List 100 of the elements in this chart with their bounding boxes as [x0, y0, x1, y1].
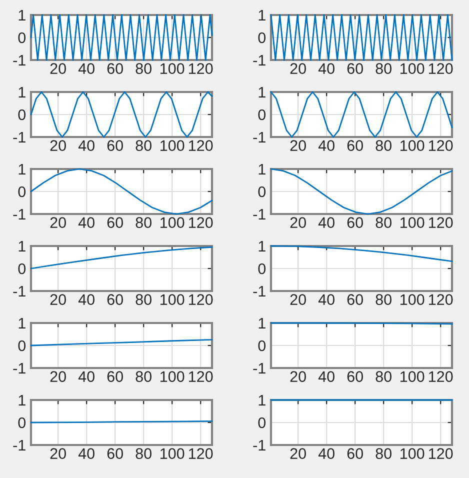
- x-tick-label: 120: [429, 63, 453, 74]
- x-tick-label: 60: [347, 448, 363, 459]
- y-tick-label: 0: [258, 109, 266, 120]
- x-tick-label: 120: [429, 371, 453, 382]
- y-tick-label: 1: [18, 318, 26, 329]
- line-series: [270, 168, 453, 215]
- y-tick-label: 1: [258, 395, 266, 406]
- x-tick-label: 120: [429, 448, 453, 459]
- x-tick-label: 40: [78, 371, 94, 382]
- x-tick-label: 40: [78, 294, 94, 305]
- x-tick-label: 80: [376, 371, 392, 382]
- x-tick-label: 120: [189, 217, 213, 228]
- y-tick-label: 0: [18, 417, 26, 428]
- y-tick-label: -1: [13, 209, 26, 220]
- x-tick-label: 100: [160, 63, 184, 74]
- y-tick-label: 1: [258, 10, 266, 21]
- y-tick-label: 1: [258, 87, 266, 98]
- x-tick-label: 80: [136, 217, 152, 228]
- x-tick-label: 100: [160, 294, 184, 305]
- x-tick-label: 100: [160, 140, 184, 151]
- y-tick-label: -1: [253, 132, 266, 143]
- x-tick-label: 120: [189, 63, 213, 74]
- y-tick-label: -1: [13, 440, 26, 451]
- x-tick-label: 100: [160, 371, 184, 382]
- x-tick-label: 100: [160, 217, 184, 228]
- y-tick-label: -1: [13, 132, 26, 143]
- y-tick-label: 0: [18, 340, 26, 352]
- x-tick-label: 100: [160, 448, 184, 459]
- x-tick-label: 40: [78, 448, 94, 459]
- x-tick-label: 40: [78, 63, 94, 74]
- x-tick-label: 20: [290, 294, 306, 305]
- x-tick-label: 60: [347, 371, 363, 382]
- x-tick-label: 40: [318, 217, 334, 228]
- x-tick-label: 60: [347, 217, 363, 228]
- x-tick-label: 40: [318, 448, 334, 459]
- x-tick-label: 60: [107, 63, 123, 74]
- x-tick-label: 40: [318, 140, 334, 151]
- line-series: [30, 14, 213, 61]
- x-tick-label: 20: [290, 371, 306, 382]
- x-tick-label: 20: [50, 294, 66, 305]
- x-tick-label: 60: [107, 448, 123, 459]
- x-tick-label: 40: [318, 294, 334, 305]
- x-tick-label: 60: [347, 294, 363, 305]
- line-series: [30, 91, 213, 138]
- y-tick-label: 1: [18, 87, 26, 98]
- x-tick-label: 120: [429, 217, 453, 228]
- x-tick-label: 80: [376, 140, 392, 151]
- x-tick-label: 120: [429, 294, 453, 305]
- x-tick-label: 80: [376, 63, 392, 74]
- x-tick-label: 80: [136, 294, 152, 305]
- x-tick-label: 120: [189, 371, 213, 382]
- y-tick-label: 1: [18, 241, 26, 252]
- x-tick-label: 60: [107, 217, 123, 228]
- y-tick-label: -1: [253, 363, 266, 374]
- x-tick-label: 20: [290, 140, 306, 151]
- y-tick-label: 0: [258, 186, 266, 198]
- x-tick-label: 120: [429, 140, 453, 151]
- x-tick-label: 100: [400, 371, 424, 382]
- x-tick-label: 20: [290, 217, 306, 228]
- x-tick-label: 100: [400, 217, 424, 228]
- y-tick-label: -1: [253, 440, 266, 451]
- x-tick-label: 80: [136, 448, 152, 459]
- x-tick-label: 20: [290, 448, 306, 459]
- y-tick-label: 1: [18, 395, 26, 406]
- x-tick-label: 60: [107, 371, 123, 382]
- y-tick-label: -1: [13, 286, 26, 297]
- x-tick-label: 80: [136, 371, 152, 382]
- x-tick-label: 80: [376, 448, 392, 459]
- y-tick-label: 0: [18, 186, 26, 198]
- x-tick-label: 120: [189, 294, 213, 305]
- x-tick-label: 100: [400, 294, 424, 305]
- x-tick-label: 100: [400, 448, 424, 459]
- y-tick-label: 0: [258, 417, 266, 428]
- x-tick-label: 100: [400, 140, 424, 151]
- y-tick-label: 0: [258, 263, 266, 274]
- y-tick-label: 0: [258, 32, 266, 44]
- y-tick-label: -1: [253, 55, 266, 66]
- y-tick-label: -1: [253, 209, 266, 220]
- x-tick-label: 20: [290, 63, 306, 74]
- x-tick-label: 20: [50, 448, 66, 459]
- x-tick-label: 80: [136, 63, 152, 74]
- y-tick-label: 1: [18, 164, 26, 175]
- x-tick-label: 120: [189, 140, 213, 151]
- x-tick-label: 20: [50, 217, 66, 228]
- y-tick-label: -1: [13, 363, 26, 374]
- x-tick-label: 60: [347, 140, 363, 151]
- x-tick-label: 80: [376, 294, 392, 305]
- line-series: [270, 91, 453, 138]
- x-tick-label: 40: [318, 371, 334, 382]
- x-tick-label: 100: [400, 63, 424, 74]
- x-tick-label: 120: [189, 448, 213, 459]
- y-tick-label: -1: [13, 55, 26, 66]
- line-series: [30, 168, 213, 215]
- x-tick-label: 60: [107, 294, 123, 305]
- y-tick-label: 0: [258, 340, 266, 352]
- x-tick-label: 80: [136, 140, 152, 151]
- x-tick-label: 40: [78, 140, 94, 151]
- x-tick-label: 60: [347, 63, 363, 74]
- x-tick-label: 60: [107, 140, 123, 151]
- y-tick-label: 0: [18, 32, 26, 44]
